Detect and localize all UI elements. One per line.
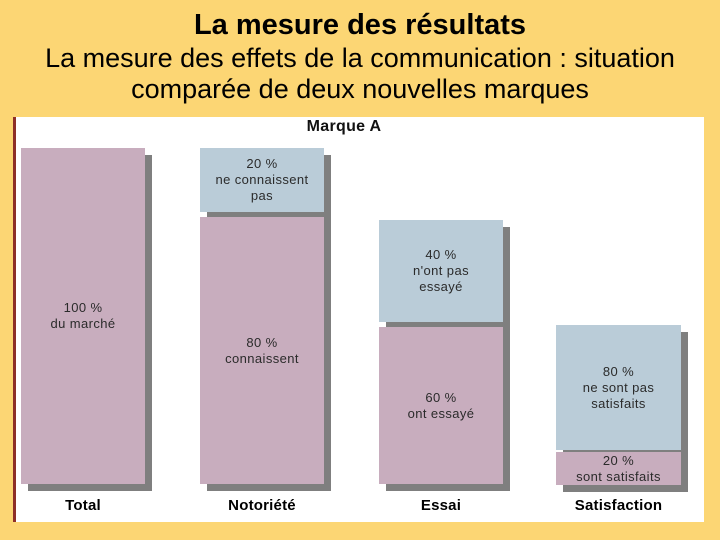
bar-segment-essai-blue: 40 % n'ont pas essayé (379, 220, 503, 322)
slide-header: La mesure des résultats La mesure des ef… (0, 0, 720, 105)
chart-panel: Marque A 100 % du marché Total 20 % ne con… (16, 117, 704, 522)
slide-subtitle-line-2: comparée de deux nouvelles marques (131, 74, 589, 104)
slide-title: La mesure des résultats (193, 9, 527, 41)
category-label-total: Total (65, 497, 101, 514)
category-label-notoriété: Notoriété (228, 497, 296, 514)
bar-segment-label: 20 % sont satisfaits (576, 452, 661, 484)
slide-subtitle-line-1: La mesure des effets de la communication… (45, 43, 675, 73)
bar-segment-label: 80 % connaissent (225, 334, 299, 366)
bar-segment-label: 20 % ne connaissent pas (215, 156, 309, 203)
category-label-satisfaction: Satisfaction (574, 497, 663, 514)
left-accent-line (13, 117, 16, 522)
bar-segment-label: 40 % n'ont pas essayé (413, 247, 469, 294)
bar-segment-satisfaction-blue: 80 % ne sont pas satisfaits (556, 325, 681, 450)
bar-segment-notoriété-pink: 80 % connaissent (200, 217, 324, 484)
bar-segment-label: 80 % ne sont pas satisfaits (582, 363, 655, 411)
chart-title: Marque A (306, 118, 382, 135)
bar-segment-essai-pink: 60 % ont essayé (379, 327, 503, 484)
bar-segment-total-pink: 100 % du marché (21, 148, 145, 484)
bar-segment-notoriété-blue: 20 % ne connaissent pas (200, 148, 324, 212)
bar-segment-label: 60 % ont essayé (407, 389, 475, 421)
bar-segment-label: 100 % du marché (50, 300, 116, 331)
bar-segment-satisfaction-pink: 20 % sont satisfaits (556, 452, 681, 485)
category-label-essai: Essai (420, 497, 462, 514)
